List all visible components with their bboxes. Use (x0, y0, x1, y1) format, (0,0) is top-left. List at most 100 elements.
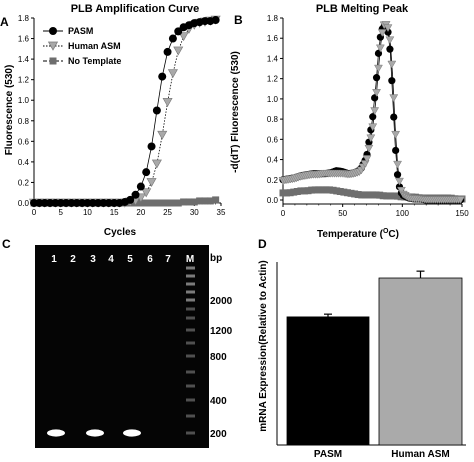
point-no-template (318, 186, 326, 194)
panel-a-ytick-label: 1.6 (18, 35, 30, 44)
point-human-asm (370, 107, 380, 116)
panel-b-ytick-label: 0.8 (267, 115, 279, 124)
gel-ladder-band (186, 274, 195, 278)
point-human-asm (391, 130, 401, 139)
panel-a-ytick-label: 1.4 (18, 55, 30, 64)
gel-ladder-band (186, 298, 195, 302)
point-pasm (142, 168, 151, 177)
gel-lane-labels: 1 2 3 4 5 6 7 M (51, 254, 194, 265)
panel-a-axes: 0 5 10 15 20 25 30 35 0.0 0.2 0.4 0.6 0.8 1.0 1.2 1.4 1.… (18, 14, 226, 217)
point-pasm (158, 72, 167, 81)
point-no-template (340, 188, 348, 196)
panel-d: D mRNA Expression(Relative to Actin) PAS… (258, 237, 466, 460)
gel-marker-label: 400 (210, 396, 227, 407)
point-no-template (174, 199, 182, 207)
point-no-template (153, 199, 161, 207)
point-no-template (394, 192, 402, 200)
series-line-pasm (34, 19, 216, 204)
point-no-template (180, 198, 188, 206)
panel-a-xtick-label: 35 (217, 208, 226, 217)
point-human-asm (385, 36, 395, 45)
bar-label: Human ASM (391, 449, 450, 460)
point-no-template (369, 191, 376, 199)
point-no-template (283, 189, 291, 197)
point-no-template (206, 197, 214, 205)
point-human-asm (456, 196, 465, 205)
panel-a-xlabel: Cycles (104, 227, 137, 238)
point-no-template (300, 187, 308, 195)
point-no-template (329, 186, 337, 194)
point-no-template (158, 199, 166, 207)
point-no-template (286, 189, 294, 197)
point-no-template (386, 192, 394, 200)
point-human-asm (387, 60, 397, 69)
panel-a-letter: A (0, 15, 9, 29)
point-pasm (390, 113, 398, 121)
gel-lane-label: 2 (70, 254, 76, 265)
gel-lane-label: M (186, 254, 194, 265)
legend-marker-pasm (49, 27, 57, 35)
gel-ladder-band (186, 414, 195, 418)
gel-ladder-band (186, 290, 195, 294)
gel-sample-band (123, 429, 141, 437)
legend-label-pasm: PASM (68, 26, 93, 36)
gel-marker-label: 200 (210, 429, 227, 440)
panel-a-xtick-label: 15 (110, 208, 119, 217)
gel-sample-band (47, 429, 65, 437)
panel-a-xtick-label: 20 (136, 208, 145, 217)
gel-ladder-band (186, 431, 195, 435)
point-human-asm (383, 24, 393, 33)
panel-b-axes: 0 50 100 150 0.0 0.2 0.4 0.6 0.8 1.0 1.2 1.4 1.6 1.8 (267, 14, 469, 218)
point-human-asm (178, 32, 189, 42)
point-human-asm (362, 155, 372, 163)
panel-b-ytick-label: 1.6 (267, 34, 279, 43)
point-no-template (390, 192, 398, 200)
point-no-template (185, 198, 193, 206)
point-human-asm (389, 94, 399, 103)
panel-b-title: PLB Melting Peak (316, 3, 409, 15)
panel-d-letter: D (258, 237, 267, 251)
gel-marker-label: 1200 (210, 326, 233, 337)
panel-a-ytick-label: 1.0 (18, 96, 30, 105)
point-human-asm (368, 123, 378, 132)
panel-b-ytick-label: 0.6 (267, 135, 279, 144)
point-no-template (383, 192, 391, 200)
panel-b-ytick-label: 0.4 (267, 156, 279, 165)
point-no-template (297, 187, 305, 195)
point-pasm (386, 45, 394, 53)
legend-label-no-template: No Template (68, 56, 121, 66)
point-no-template (308, 186, 316, 194)
point-pasm (168, 34, 177, 43)
panel-b-xtick-label: 100 (396, 209, 410, 218)
panel-b-xtick-label: 150 (455, 209, 469, 218)
point-no-template (196, 197, 204, 205)
panel-b-series (278, 21, 466, 205)
point-human-asm (372, 89, 381, 97)
point-no-template (343, 189, 351, 197)
point-human-asm (146, 178, 157, 188)
point-no-template (336, 188, 344, 196)
panel-a-ytick-label: 0.2 (18, 178, 30, 187)
gel-lane-label: 3 (90, 254, 96, 265)
panel-a-ytick-label: 0.4 (18, 158, 30, 167)
point-no-template (333, 187, 341, 195)
panel-b-ytick-label: 0.0 (267, 196, 279, 205)
point-no-template (304, 187, 312, 195)
panel-a-title: PLB Amplification Curve (71, 3, 200, 15)
point-human-asm (157, 130, 168, 140)
point-pasm (392, 146, 400, 155)
panel-b-letter: B (234, 13, 243, 27)
gel-image (35, 245, 209, 448)
point-no-template (311, 186, 319, 194)
panel-d-ylabel: mRNA Expression(Relative to Actin) (258, 260, 269, 432)
point-pasm (147, 142, 156, 151)
gel-ladder-band (186, 370, 195, 374)
point-no-template (148, 199, 156, 207)
point-no-template (290, 188, 298, 196)
gel-marker-label: 800 (210, 352, 227, 363)
point-no-template (315, 186, 323, 194)
point-no-template (164, 199, 172, 207)
gel-ladder-band (186, 282, 195, 286)
point-no-template (322, 186, 330, 194)
